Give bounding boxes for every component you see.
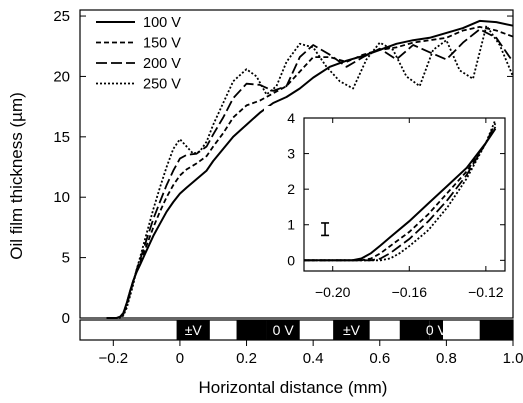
inset-y-tick-label: 1: [287, 217, 295, 233]
x-tick-label: 0.8: [436, 350, 457, 367]
inset-y-tick-label: 2: [287, 181, 295, 197]
inset-y-tick-label: 4: [287, 110, 295, 126]
electrode-segment: [443, 320, 480, 340]
x-axis-ticks: −0.2 0 0.2 0.4 0.6 0.8 1.0: [98, 340, 523, 367]
inset-x-tick-label: −0.20: [315, 284, 351, 300]
legend: 100 V 150 V 200 V 250 V: [96, 15, 181, 93]
electrode-bar-frame: [79, 319, 514, 341]
electrode-label: 0 V: [273, 322, 295, 338]
inset-y-tick-label: 3: [287, 146, 295, 162]
series-line-150v: [106, 26, 514, 319]
electrode-label: ±V: [343, 322, 361, 338]
electrode-segment: [176, 320, 210, 340]
legend-label: 100 V: [143, 15, 181, 31]
electrode-segment: [266, 320, 300, 340]
plot-frames: [79, 9, 514, 319]
electrode-segment: [299, 320, 334, 340]
legend-label: 150 V: [143, 36, 181, 52]
electrode-bar: ±V 0 V ±V 0 V: [79, 319, 514, 341]
y-tick-label: 15: [53, 129, 70, 146]
x-tick-label: 0.2: [236, 350, 257, 367]
legend-label: 250 V: [143, 77, 181, 93]
electrode-label: 0 V: [426, 322, 448, 338]
y-tick-label: 5: [62, 250, 70, 267]
x-tick-label: −0.2: [98, 350, 128, 367]
series-line-200v: [106, 28, 514, 319]
main-plot-frame: [79, 9, 514, 319]
electrode-segment: [236, 320, 267, 340]
inset-background: [264, 106, 515, 303]
inset-series-line-150v: [304, 126, 497, 262]
main-series-lines: [106, 19, 514, 319]
x-tick-label: 1.0: [503, 350, 523, 367]
electrode-segment: [369, 320, 400, 340]
x-tick-label: 0: [176, 350, 184, 367]
electrode-segment: [80, 320, 177, 340]
y-tick-label: 20: [53, 68, 70, 85]
electrode-segment: [333, 320, 370, 340]
electrode-segment: [429, 320, 444, 340]
inset-frame: [303, 117, 506, 272]
inset-plot: 0 1 2 3 4 −0.20 −0.16 −0.12: [264, 106, 515, 303]
x-tick-label: 0.4: [303, 350, 324, 367]
inset-x-tick-label: −0.16: [392, 284, 428, 300]
electrode-segment: [209, 320, 237, 340]
electrode-label: ±V: [185, 322, 203, 338]
x-tick-label: 0.6: [369, 350, 390, 367]
electrode-segment: [399, 320, 430, 340]
inset-series-line-200v: [304, 122, 497, 262]
inset-series-line-250v: [304, 119, 497, 262]
inset-y-tick-label: 0: [287, 252, 295, 268]
y-axis-label: Oil film thickness (µm): [7, 92, 26, 260]
y-tick-label: 25: [53, 8, 70, 25]
electrode-segment: [479, 320, 513, 340]
y-tick-label: 10: [53, 189, 70, 206]
legend-label: 200 V: [143, 56, 181, 72]
inset-x-tick-label: −0.12: [468, 284, 504, 300]
y-tick-label: 0: [62, 310, 70, 327]
inset-series-line-100v: [304, 128, 497, 262]
x-axis-label: Horizontal distance (mm): [199, 378, 388, 397]
